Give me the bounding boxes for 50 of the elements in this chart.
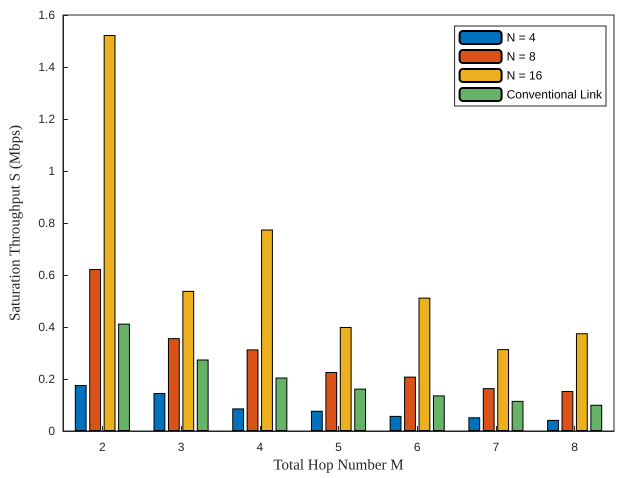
y-tick-label: 0.2 [38, 372, 56, 386]
legend-label: Conventional Link [506, 88, 603, 102]
legend-label: N = 4 [506, 30, 536, 44]
y-tick-label: 1 [48, 164, 56, 178]
x-tick-label: 6 [414, 440, 421, 454]
legend-label: N = 8 [506, 50, 536, 64]
x-tick-label: 2 [99, 440, 106, 454]
y-tick-label: 0 [48, 424, 56, 438]
bar [168, 338, 180, 431]
bar [432, 395, 445, 431]
y-tick-label: 0.8 [38, 216, 56, 230]
y-tick-label: 0.6 [38, 268, 56, 282]
bar [354, 388, 366, 431]
bar [497, 349, 510, 431]
y-tick-label: 1.4 [38, 60, 56, 74]
x-tick-label: 8 [571, 440, 578, 454]
bar [196, 360, 209, 431]
y-tick-label: 1.2 [38, 112, 56, 126]
bar [590, 404, 602, 431]
bar [74, 384, 87, 431]
bar [232, 408, 244, 431]
x-tick-label: 3 [178, 440, 185, 454]
bar [468, 417, 480, 431]
bar [246, 349, 258, 431]
y-tick-label: 0.4 [38, 320, 56, 334]
y-axis-title: Saturation Throughput S (Mbps) [8, 125, 24, 321]
bar [276, 377, 288, 431]
bar [482, 388, 495, 431]
legend-label: N = 16 [506, 68, 543, 82]
x-tick-label: 4 [256, 440, 264, 454]
bar [562, 390, 574, 431]
bar [261, 230, 273, 431]
x-tick-label: 7 [492, 440, 500, 454]
bar [576, 333, 588, 431]
bar [547, 420, 559, 431]
bar [418, 298, 430, 431]
x-tick-label: 5 [335, 440, 342, 454]
bar [89, 269, 102, 431]
bar [118, 324, 130, 431]
bar [325, 372, 338, 431]
bar [512, 400, 524, 431]
bar [310, 410, 323, 431]
y-tick-label: 1.6 [38, 8, 56, 22]
bar [104, 35, 116, 431]
bar [154, 393, 166, 431]
bar [390, 416, 402, 431]
bar [182, 290, 194, 431]
x-axis-title: Total Hop Number M [273, 458, 404, 474]
bar [404, 376, 416, 431]
bar [340, 327, 352, 431]
